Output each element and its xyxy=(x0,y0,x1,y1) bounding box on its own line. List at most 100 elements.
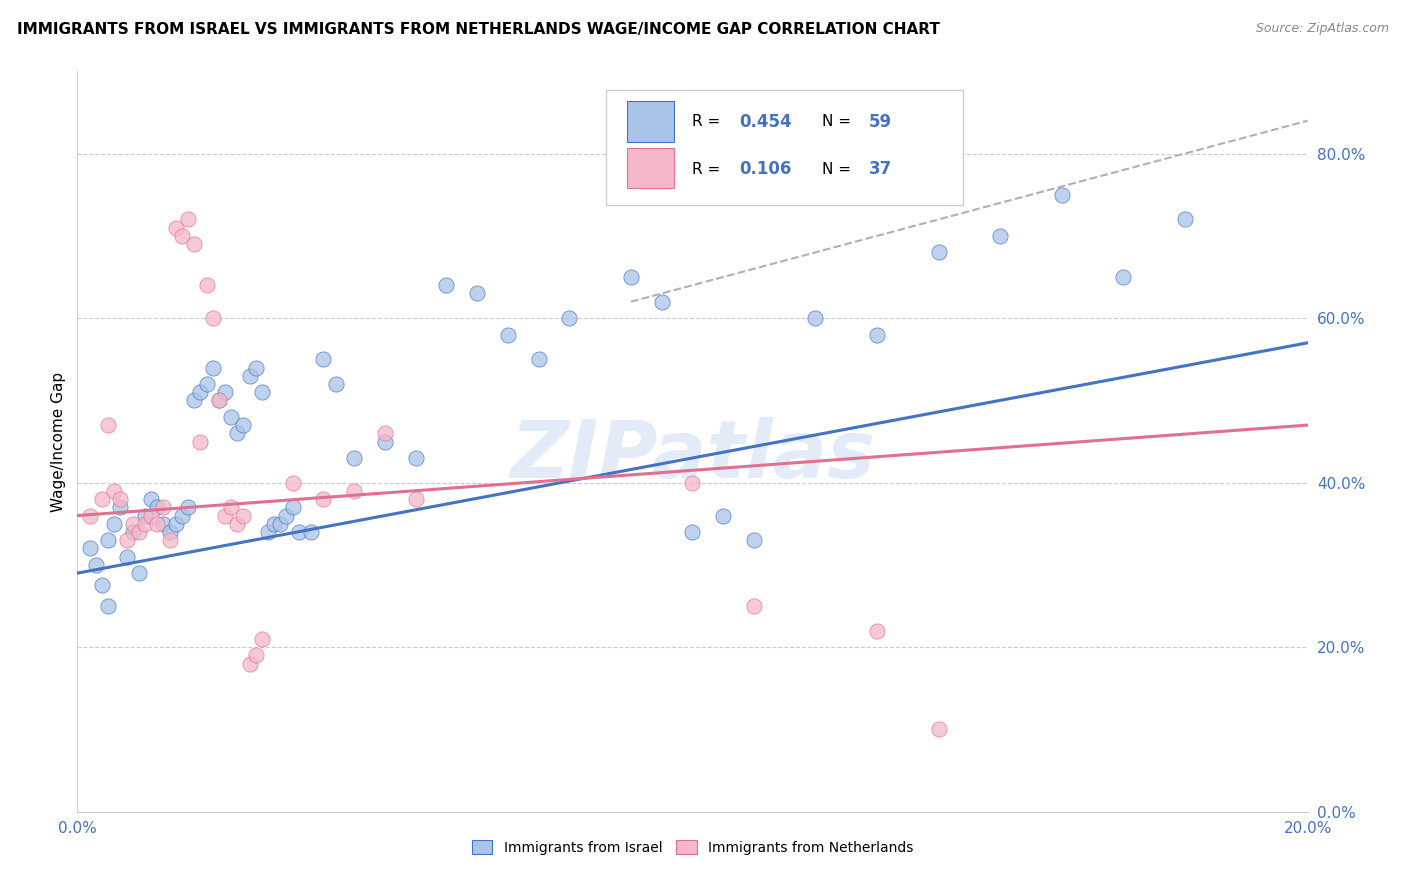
Point xyxy=(1050,187,1073,202)
Text: IMMIGRANTS FROM ISRAEL VS IMMIGRANTS FROM NETHERLANDS WAGE/INCOME GAP CORRELATIO: IMMIGRANTS FROM ISRAEL VS IMMIGRANTS FRO… xyxy=(17,22,939,37)
Text: 0.106: 0.106 xyxy=(740,160,792,178)
Point xyxy=(1174,212,1197,227)
Point xyxy=(651,294,673,309)
Point xyxy=(208,393,231,408)
Point xyxy=(79,541,101,556)
Point xyxy=(214,385,236,400)
Point xyxy=(276,508,298,523)
Point xyxy=(232,508,254,523)
Point xyxy=(239,368,262,383)
Point xyxy=(134,508,156,523)
Point xyxy=(405,450,427,465)
Point xyxy=(866,327,889,342)
Point xyxy=(188,385,212,400)
Point xyxy=(1112,270,1135,285)
Point xyxy=(159,533,181,548)
Point xyxy=(465,286,488,301)
Point xyxy=(97,599,120,613)
Point xyxy=(110,492,132,507)
Point xyxy=(558,311,581,326)
Point xyxy=(110,500,132,515)
Point xyxy=(97,533,120,548)
Point xyxy=(226,516,249,531)
Point xyxy=(128,566,150,581)
Point xyxy=(299,524,322,539)
Point xyxy=(288,524,311,539)
Point xyxy=(711,508,734,523)
Point xyxy=(90,578,114,592)
Point xyxy=(146,500,169,515)
Point xyxy=(165,220,187,235)
Point xyxy=(97,418,120,433)
Text: Source: ZipAtlas.com: Source: ZipAtlas.com xyxy=(1256,22,1389,36)
Legend: Immigrants from Israel, Immigrants from Netherlands: Immigrants from Israel, Immigrants from … xyxy=(465,834,920,860)
Point xyxy=(84,558,107,572)
Point xyxy=(183,237,205,252)
Point xyxy=(232,418,254,433)
Point xyxy=(79,508,101,523)
Point xyxy=(201,360,224,375)
Point xyxy=(804,311,827,326)
Point xyxy=(219,409,242,424)
Point xyxy=(152,500,174,515)
Point xyxy=(374,434,396,449)
Point xyxy=(239,657,262,671)
Point xyxy=(115,549,138,564)
Point xyxy=(269,516,291,531)
Point xyxy=(121,516,143,531)
Point xyxy=(312,492,335,507)
Point xyxy=(141,508,163,523)
Point xyxy=(226,426,249,441)
Point xyxy=(281,475,304,490)
Point xyxy=(928,723,950,737)
Text: R =: R = xyxy=(693,114,725,129)
Point xyxy=(90,492,114,507)
Point xyxy=(103,483,125,498)
Y-axis label: Wage/Income Gap: Wage/Income Gap xyxy=(51,371,66,512)
Text: R =: R = xyxy=(693,161,725,177)
Point xyxy=(263,516,285,531)
Point xyxy=(195,278,218,293)
Point xyxy=(527,352,550,367)
Point xyxy=(257,524,280,539)
Point xyxy=(188,434,212,449)
Point xyxy=(134,516,156,531)
Point xyxy=(682,475,704,490)
Point xyxy=(159,524,181,539)
Text: 37: 37 xyxy=(869,160,891,178)
Point xyxy=(152,516,174,531)
Point xyxy=(177,212,200,227)
Point xyxy=(325,376,347,391)
Point xyxy=(115,533,138,548)
Text: 0.454: 0.454 xyxy=(740,112,792,131)
Point xyxy=(201,311,224,326)
Point xyxy=(742,533,765,548)
Text: N =: N = xyxy=(821,161,855,177)
Point xyxy=(103,516,125,531)
Point xyxy=(245,360,267,375)
Point xyxy=(208,393,231,408)
FancyBboxPatch shape xyxy=(606,90,963,204)
Point xyxy=(219,500,242,515)
Point xyxy=(312,352,335,367)
Point xyxy=(620,270,643,285)
Point xyxy=(343,483,366,498)
Point xyxy=(245,648,267,663)
Point xyxy=(214,508,236,523)
Bar xyxy=(627,147,673,188)
Point xyxy=(146,516,169,531)
Point xyxy=(682,524,704,539)
Point xyxy=(742,599,765,613)
Point xyxy=(183,393,205,408)
Point xyxy=(165,516,187,531)
Point xyxy=(141,492,163,507)
Point xyxy=(128,524,150,539)
Point xyxy=(343,450,366,465)
Point xyxy=(405,492,427,507)
Point xyxy=(195,376,218,391)
Point xyxy=(250,632,273,646)
Text: N =: N = xyxy=(821,114,855,129)
Point xyxy=(250,385,273,400)
Point xyxy=(121,524,143,539)
Point xyxy=(170,508,193,523)
